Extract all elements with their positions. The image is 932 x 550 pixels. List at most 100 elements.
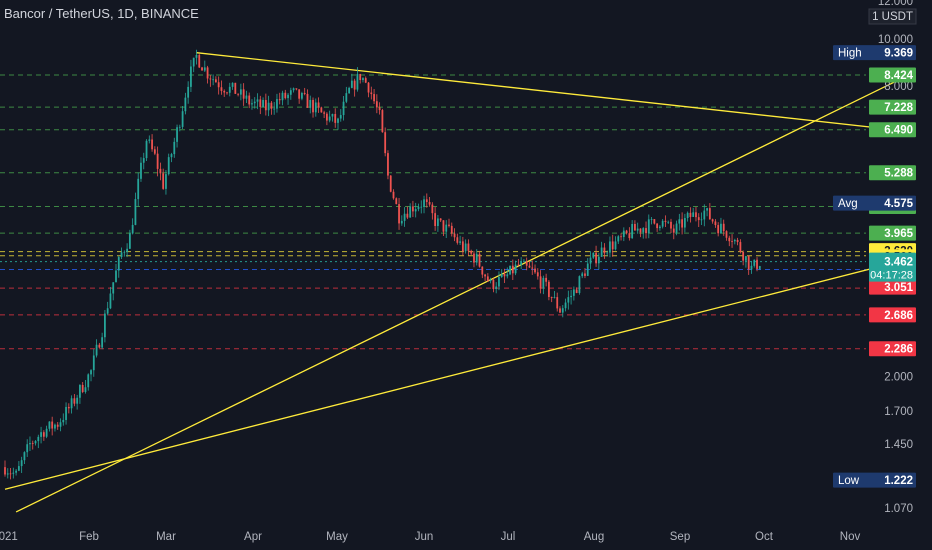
candle-body [395,198,398,205]
candle-body [589,257,592,264]
candle-body [448,224,450,226]
candle-body [578,276,581,293]
candle-body [192,57,195,67]
marker-low: Low 1.222 [833,472,916,488]
candle-body [534,268,536,273]
candle-body [67,406,70,409]
candle-body [270,102,273,109]
chart-title: Bancor / TetherUS, 1D, BINANCE [4,6,199,21]
level-label-3.965: 3.965 [869,225,916,241]
candle-body [350,80,353,88]
candle-body [317,102,320,108]
candle-body [664,220,667,222]
candle-body [217,82,220,88]
y-tick-label: 1.450 [884,439,913,451]
marker-name: High [838,48,862,60]
candle-body [559,308,561,313]
candle-body [672,228,675,233]
candle-body [722,223,725,232]
candle-body [561,308,564,313]
currency-label[interactable]: 1 USDT [868,8,917,25]
candle-body [528,265,531,268]
candle-body [84,387,87,392]
candle-body [26,444,29,453]
current-price-bg [869,252,916,282]
candle-body [51,421,54,429]
x-tick-label: Apr [244,531,262,543]
candle-body [348,87,350,94]
x-tick-label: Feb [79,531,99,543]
candle-body [37,436,40,442]
candle-body [123,251,126,253]
candle-body [437,218,439,226]
candle-body [34,441,37,444]
candle-body [731,241,733,242]
candle-body [190,66,192,87]
candle-body [434,213,437,226]
candle-body [156,153,159,169]
candle-body [523,261,525,263]
candle-body [545,277,548,282]
level-label-7.228-text: 7.228 [884,102,913,114]
level-label-6.490-bg [869,122,916,138]
candle-body [708,208,711,220]
candle-body [209,78,212,80]
candle-body [706,208,708,211]
candle-body [450,225,453,234]
candle-body [647,219,650,234]
candle-body [639,228,642,233]
horizontal-levels [0,74,866,350]
level-label-2.286-text: 2.286 [884,344,913,356]
candle-body [606,252,609,254]
candle-body [242,89,245,99]
candle-body [245,95,248,99]
candle-body [145,140,148,159]
marker-avg: Avg 4.575 [833,195,916,211]
level-label-8.424-bg [869,67,916,83]
candle-body [747,256,750,270]
candle-body [453,233,456,238]
candle-body [359,74,362,81]
candle-body [420,206,423,208]
candle-body [425,199,428,203]
candle-body [148,139,151,141]
candle-body [231,82,234,87]
price-axis[interactable]: 12.000 10.000 8.000 2.000 1.700 1.450 1.070 1 U… [833,0,917,515]
marker-value: 4.575 [884,198,913,210]
candle-body [259,99,262,107]
candle-body [334,114,337,123]
candle-body [659,226,661,229]
candle-body [742,252,745,261]
candle-body [520,262,523,265]
candle-body [700,219,703,221]
candle-body [187,86,190,98]
candle-body [611,241,614,250]
candle-body [489,279,492,282]
candle-body [620,236,622,238]
candle-body [511,265,514,274]
candle-body [234,82,237,94]
candle-body [622,230,625,238]
candle-body [109,293,112,309]
candle-body [220,87,223,91]
candle-body [137,178,140,200]
candle-body [720,223,722,234]
countdown-text: 04:17:28 [870,270,913,282]
candle-body [525,261,528,266]
candle-body [714,221,717,226]
candle-body [553,297,556,298]
candle-body [400,220,403,224]
candle-body [142,158,145,163]
candle-body [756,259,758,269]
candle-body [389,175,392,192]
candles [4,49,761,480]
candle-body [645,228,647,234]
candle-body [101,337,104,348]
y-tick-label: 1.070 [884,503,913,515]
candle-body [470,250,473,254]
candle-body [428,202,431,205]
candle-body [284,92,287,99]
